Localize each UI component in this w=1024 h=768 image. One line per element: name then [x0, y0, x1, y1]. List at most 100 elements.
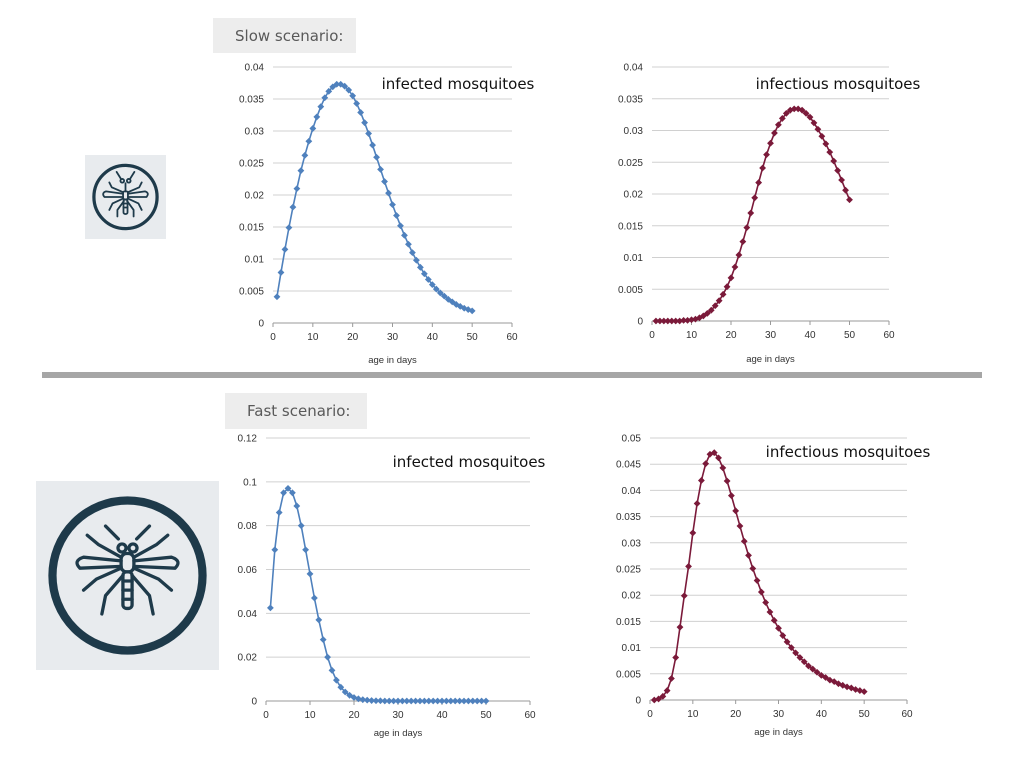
data-point — [389, 201, 396, 208]
data-point — [284, 485, 292, 492]
data-point — [271, 546, 279, 554]
x-tick-label: 10 — [304, 710, 316, 721]
data-point — [786, 106, 794, 114]
data-point — [412, 697, 419, 705]
data-point — [434, 697, 441, 705]
y-tick-label: 0.02 — [238, 653, 258, 664]
data-point — [809, 665, 817, 673]
data-point — [267, 604, 274, 612]
y-tick-label: 0.06 — [238, 565, 258, 576]
data-point — [359, 696, 367, 704]
data-point — [775, 121, 782, 129]
data-point — [428, 281, 436, 288]
mosquito-icon-small — [85, 155, 166, 239]
data-point — [846, 196, 853, 204]
data-point — [305, 137, 313, 145]
data-point — [703, 309, 711, 317]
x-tick-label: 30 — [765, 330, 777, 341]
data-point — [782, 109, 790, 117]
data-point — [377, 166, 384, 173]
data-point — [739, 238, 747, 246]
y-tick-label: 0.08 — [238, 521, 258, 532]
data-point — [440, 292, 448, 300]
data-point — [302, 546, 309, 554]
data-point — [281, 246, 289, 253]
y-tick-label: 0.005 — [239, 287, 264, 298]
slow-scenario-label: Slow scenario: — [213, 18, 356, 53]
data-point — [660, 317, 668, 325]
x-tick-label: 40 — [804, 330, 816, 341]
data-point — [393, 212, 400, 219]
data-point — [341, 82, 349, 90]
data-point — [680, 592, 688, 600]
data-point — [482, 697, 490, 705]
data-point — [297, 522, 305, 530]
x-tick-label: 50 — [844, 330, 856, 341]
series-line — [654, 451, 865, 701]
data-point — [317, 103, 325, 111]
y-tick-label: 0 — [635, 696, 641, 707]
data-point — [377, 697, 384, 705]
data-point — [763, 151, 770, 159]
data-point — [451, 697, 459, 705]
data-point — [401, 231, 408, 239]
x-tick-label: 40 — [816, 709, 828, 720]
y-tick-label: 0.015 — [239, 223, 264, 234]
y-tick-label: 0.035 — [618, 94, 643, 105]
y-tick-label: 0.04 — [238, 609, 258, 620]
y-tick-label: 0.01 — [624, 253, 644, 264]
data-point — [787, 644, 795, 651]
data-point — [814, 125, 822, 133]
data-point — [315, 616, 323, 624]
y-tick-label: 0.02 — [624, 190, 644, 201]
data-point — [385, 189, 392, 197]
data-point — [357, 109, 365, 116]
chart-title: infectious mosquitoes — [766, 443, 931, 461]
x-tick-label: 10 — [687, 709, 699, 720]
data-point — [747, 209, 755, 217]
data-point — [723, 477, 731, 485]
data-point — [341, 688, 349, 696]
data-point — [293, 502, 301, 510]
data-point — [397, 222, 404, 230]
data-point — [842, 186, 849, 194]
data-point — [710, 449, 718, 457]
data-point — [770, 616, 778, 624]
data-point — [834, 167, 842, 174]
data-point — [369, 141, 376, 149]
data-point — [416, 263, 424, 271]
chart-title: infected mosquitoes — [393, 453, 546, 471]
x-axis-title: age in days — [368, 355, 417, 366]
section-divider — [42, 372, 982, 378]
data-point — [313, 113, 321, 121]
x-tick-label: 20 — [347, 332, 359, 343]
data-point — [813, 668, 821, 676]
data-point — [655, 695, 662, 703]
data-point — [349, 92, 357, 100]
x-tick-label: 0 — [649, 330, 655, 341]
data-point — [838, 176, 845, 184]
x-tick-label: 40 — [427, 332, 439, 343]
data-point — [321, 94, 329, 102]
data-point — [790, 105, 798, 113]
y-tick-label: 0.035 — [616, 512, 641, 523]
data-point — [368, 697, 375, 704]
y-tick-label: 0.015 — [618, 221, 643, 232]
data-point — [659, 692, 667, 700]
data-point — [755, 179, 763, 186]
x-tick-label: 0 — [263, 710, 269, 721]
y-tick-label: 0.005 — [616, 669, 641, 680]
data-point — [751, 194, 759, 202]
data-point — [425, 697, 433, 705]
chart-title: infectious mosquitoes — [756, 75, 921, 93]
data-point — [822, 674, 830, 681]
data-point — [407, 697, 415, 705]
y-tick-label: 0.025 — [618, 158, 643, 169]
data-point — [656, 317, 664, 325]
y-tick-label: 0.03 — [622, 538, 642, 549]
data-point — [745, 551, 752, 559]
y-tick-label: 0.05 — [622, 434, 642, 445]
data-point — [711, 302, 719, 310]
